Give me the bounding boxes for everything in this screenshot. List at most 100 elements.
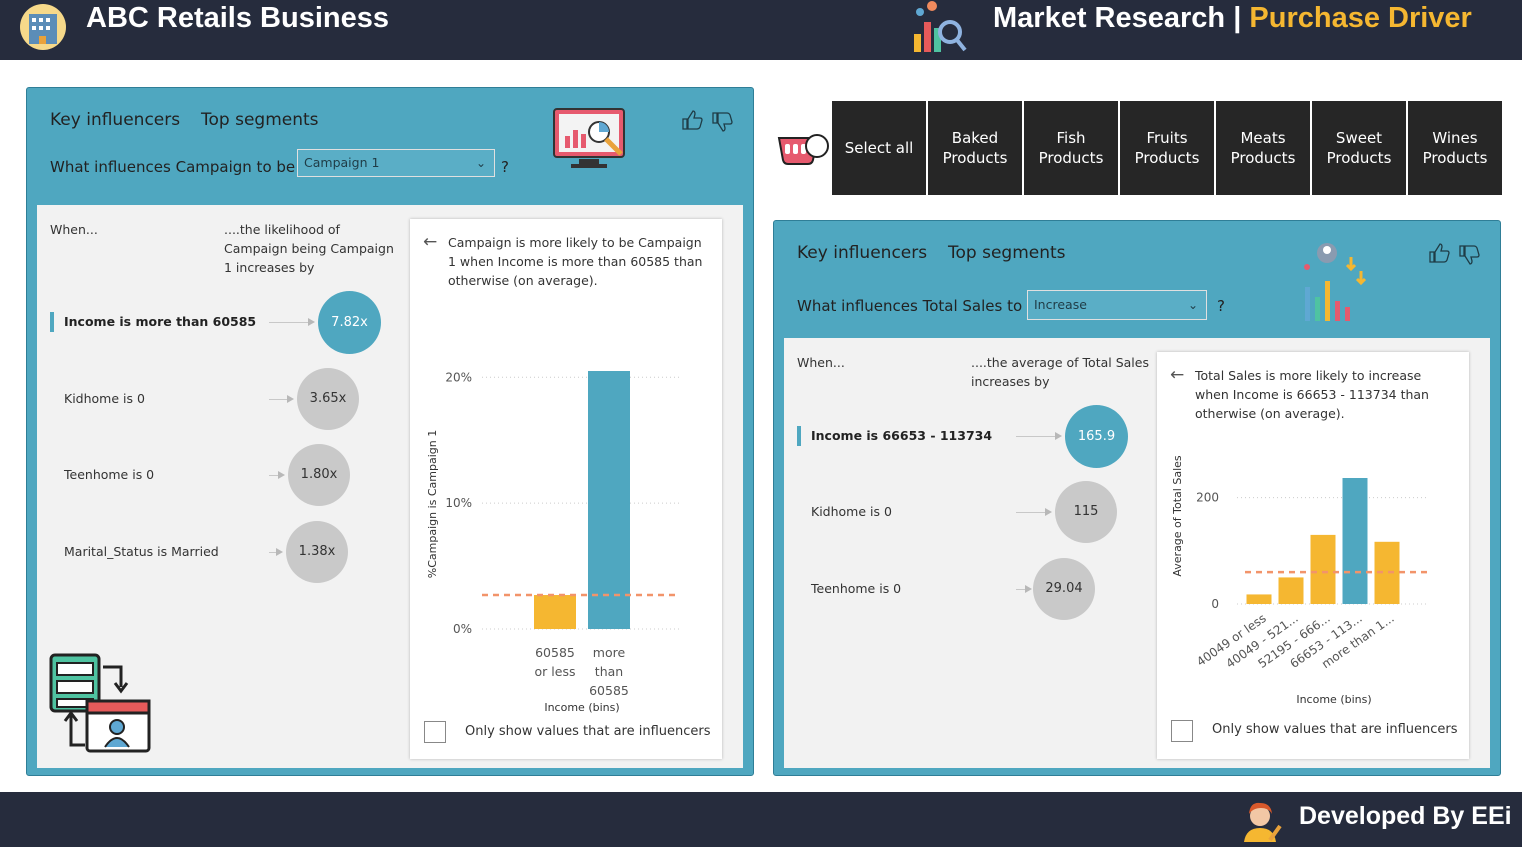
analytics-icon [914, 1, 967, 52]
slicer-fish-products[interactable]: Fish Products [1024, 101, 1118, 195]
influencer-row-1[interactable]: Income is 66653 - 113734 [811, 428, 993, 443]
bar [1246, 594, 1272, 604]
title-separator: | [1233, 2, 1242, 34]
influencer-row-3[interactable]: Teenhome is 0 [811, 581, 902, 596]
chevron-down-icon: ⌄ [1187, 298, 1198, 312]
slicer-sweet-products[interactable]: Sweet Products [1312, 101, 1406, 195]
selected-indicator [50, 312, 54, 332]
page-title: Market Research | Purchase Driver [993, 2, 1472, 35]
question-text: What influences Total Sales to [797, 297, 1023, 315]
x-axis-label: Income (bins) [1296, 693, 1371, 706]
direction-dropdown[interactable]: Increase ⌄ [1027, 290, 1207, 320]
question-text: What influences Campaign to be [50, 158, 296, 176]
title-market-research: Market Research [993, 2, 1226, 34]
back-arrow-icon[interactable]: ← [423, 232, 438, 252]
influencer-value-2[interactable]: 3.65x [297, 368, 359, 430]
influencer-value-3[interactable]: 1.80x [288, 444, 350, 506]
x-tick-label: or less [535, 664, 576, 679]
influencer-value-1[interactable]: 165.9 [1065, 405, 1128, 468]
chevron-down-icon: ⌄ [475, 156, 486, 170]
user-analytics-icon [1304, 243, 1367, 321]
bar [1310, 534, 1336, 604]
x-tick-label: than [595, 664, 623, 679]
tab-key-influencers[interactable]: Key influencers [50, 110, 181, 130]
arrow-2 [269, 395, 294, 403]
thumbs-up-icon[interactable] [681, 110, 703, 130]
arrow-1 [1016, 432, 1062, 440]
col-header-likelihood: ....the likelihood of Campaign being Cam… [224, 222, 394, 275]
back-arrow-icon[interactable]: ← [1170, 365, 1185, 385]
question-mark: ? [501, 158, 509, 176]
detail-description: Total Sales is more likely to increase w… [1195, 368, 1429, 421]
thumbs-up-icon[interactable] [1428, 243, 1450, 263]
influencer-value-3[interactable]: 29.04 [1033, 558, 1095, 620]
influencers-only-checkbox[interactable] [1171, 720, 1193, 742]
arrow-3 [1016, 585, 1032, 593]
y-axis-label: Average of Total Sales [1171, 456, 1184, 577]
footer-bar: Developed By EEi [0, 792, 1522, 847]
question-mark: ? [1217, 297, 1225, 315]
y-axis-label: %Campaign is Campaign 1 [426, 430, 439, 578]
influencers-only-checkbox[interactable] [424, 721, 446, 743]
influencer-row-4[interactable]: Marital_Status is Married [64, 544, 219, 559]
slicer-select-all[interactable]: Select all [832, 101, 926, 195]
influencer-detail-card: ← Campaign is more likely to be Campaign… [410, 219, 722, 759]
tab-top-segments[interactable]: Top segments [201, 110, 319, 130]
x-tick-label: more [593, 645, 626, 660]
selected-indicator [797, 426, 801, 446]
influencer-value-2[interactable]: 115 [1055, 481, 1117, 543]
developer-avatar-icon [1244, 802, 1282, 842]
thumbs-down-icon[interactable] [711, 112, 733, 132]
dropdown-value: Campaign 1 [304, 155, 380, 170]
bar [534, 595, 576, 629]
checkbox-label: Only show values that are influencers [1212, 722, 1458, 737]
shopping-basket-icon [777, 134, 829, 165]
arrow-3 [269, 471, 285, 479]
influencer-value-1[interactable]: 7.82x [318, 291, 381, 354]
slicer-wines-products[interactable]: Wines Products [1408, 101, 1502, 195]
bar [1342, 478, 1368, 604]
database-user-icon [49, 653, 151, 753]
y-tick-label: 200 [1196, 491, 1219, 505]
x-tick-label: 60585 [589, 683, 629, 698]
slicer-fruits-products[interactable]: Fruits Products [1120, 101, 1214, 195]
y-tick-label: 0 [1211, 597, 1219, 611]
y-tick-label: 10% [445, 496, 472, 510]
arrow-1 [269, 318, 315, 326]
col-header-when: When... [797, 355, 845, 370]
arrow-2 [1016, 508, 1052, 516]
key-influencers-panel-left: Key influencers Top segments What influe… [26, 87, 754, 776]
influencers-list-area: When... ....the likelihood of Campaign b… [37, 205, 743, 768]
slicer-meats-products[interactable]: Meats Products [1216, 101, 1310, 195]
col-header-average: ....the average of Total Sales increases… [971, 355, 1149, 389]
developer-credit: Developed By EEi [1299, 802, 1512, 830]
building-icon [20, 4, 66, 50]
arrow-4 [269, 548, 283, 556]
company-name: ABC Retails Business [86, 2, 389, 34]
campaign-dropdown[interactable]: Campaign 1 ⌄ [297, 149, 495, 177]
title-purchase-driver: Purchase Driver [1249, 2, 1472, 34]
influencer-row-3[interactable]: Teenhome is 0 [64, 467, 155, 482]
influencer-row-1[interactable]: Income is more than 60585 [64, 314, 257, 329]
key-influencers-panel-right: Key influencers Top segments What influe… [773, 220, 1501, 776]
influencer-row-2[interactable]: Kidhome is 0 [64, 391, 145, 406]
bar [588, 371, 630, 629]
x-axis-label: Income (bins) [544, 701, 619, 714]
monitor-chart-icon [553, 108, 625, 168]
x-tick-label: 60585 [535, 645, 575, 660]
checkbox-label: Only show values that are influencers [465, 724, 711, 739]
influencer-value-4[interactable]: 1.38x [286, 521, 348, 583]
tab-key-influencers[interactable]: Key influencers [797, 243, 928, 263]
y-tick-label: 20% [445, 370, 472, 384]
thumbs-down-icon[interactable] [1458, 245, 1480, 265]
tab-top-segments[interactable]: Top segments [948, 243, 1066, 263]
left-bar-chart: 0% 10% 20% 60585 or less more than 60585 Income … [426, 370, 680, 714]
header-bar: ABC Retails Business Market Research | P… [0, 0, 1522, 60]
bar [1278, 577, 1304, 604]
y-tick-label: 0% [453, 622, 472, 636]
influencer-detail-card: ← Total Sales is more likely to increase… [1157, 352, 1469, 759]
influencer-row-2[interactable]: Kidhome is 0 [811, 504, 892, 519]
detail-description: Campaign is more likely to be Campaign 1… [448, 235, 703, 288]
slicer-baked-products[interactable]: Baked Products [928, 101, 1022, 195]
